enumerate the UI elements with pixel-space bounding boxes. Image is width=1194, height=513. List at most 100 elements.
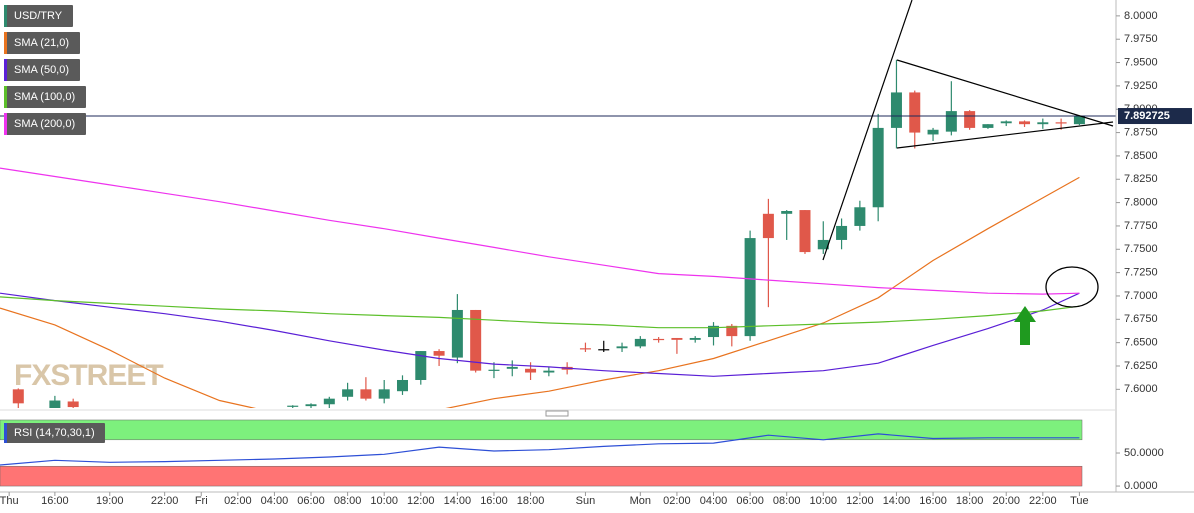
x-tick-label: 20:00 [992, 495, 1020, 507]
highlight-circle [1045, 266, 1099, 308]
candle-body [506, 366, 518, 369]
y-tick-label: 8.0000 [1124, 10, 1158, 22]
candle-body [287, 405, 299, 407]
line-series [0, 433, 1080, 466]
y-tick-label: 7.8000 [1124, 197, 1158, 209]
y-tick-label: 7.6250 [1124, 360, 1158, 372]
candle-body [762, 213, 774, 239]
band [0, 465, 1083, 487]
legend-box [4, 86, 86, 108]
legend-box [4, 59, 80, 81]
legend-swatch [4, 32, 7, 54]
candle-body [378, 389, 390, 399]
x-tick-label: Fri [195, 495, 208, 507]
candle-body [67, 401, 79, 408]
panel-title: RSI (14,70,30,1) [14, 427, 95, 439]
legend-swatch [4, 59, 7, 81]
candle-body [1055, 122, 1067, 124]
candle-body [415, 351, 427, 380]
candle-body [634, 338, 646, 347]
candle-body [1000, 121, 1012, 124]
legend-label: SMA (50,0) [14, 64, 69, 76]
y-tick-label: 7.9750 [1124, 33, 1158, 45]
trend-line [822, 0, 913, 261]
x-tick-label: 12:00 [407, 495, 435, 507]
separator-handle [545, 410, 569, 417]
x-tick-label: 06:00 [297, 495, 325, 507]
last-price-box [1118, 108, 1192, 125]
candle-body [708, 325, 720, 338]
candle-body [726, 325, 738, 337]
y-tick-label: 7.9500 [1124, 56, 1158, 68]
watermark: FXSTREET [14, 359, 163, 392]
candle-body [945, 111, 957, 132]
x-tick-label: 18:00 [956, 495, 984, 507]
y-tick-label: 7.8750 [1124, 126, 1158, 138]
x-tick-label: 19:00 [96, 495, 124, 507]
candle-body [1019, 121, 1031, 125]
candle-body [470, 309, 482, 371]
candle-body [817, 239, 829, 250]
candle-body [689, 337, 701, 340]
candle-body [525, 368, 537, 373]
candle-body [836, 225, 848, 240]
candle-body [744, 238, 756, 337]
candle-body [671, 337, 683, 340]
x-tick-label: 14:00 [444, 495, 472, 507]
candle-body [433, 351, 445, 356]
x-tick-label: 16:00 [480, 495, 508, 507]
candle-body [982, 124, 994, 128]
x-tick-label: 08:00 [334, 495, 362, 507]
candle-body [781, 211, 793, 214]
candle-body [579, 348, 591, 350]
y-tick-label: 0.0000 [1124, 480, 1158, 492]
x-tick-label: 10:00 [370, 495, 398, 507]
y-tick-label: 7.7250 [1124, 267, 1158, 279]
candle-body [653, 338, 665, 341]
candle-body [49, 400, 61, 408]
candle-body [872, 127, 884, 208]
price-plot [0, 59, 1116, 408]
x-tick-label: 08:00 [773, 495, 801, 507]
annotations [822, 0, 1114, 345]
x-tick-label: Tue [1070, 495, 1089, 507]
candle-body [890, 92, 902, 128]
x-tick-label: 04:00 [700, 495, 728, 507]
candle-body [909, 92, 921, 133]
band [0, 419, 1083, 441]
y-tick-label: 7.7500 [1124, 243, 1158, 255]
y-tick-label: 7.8500 [1124, 150, 1158, 162]
panel-title-swatch [4, 423, 7, 443]
y-tick-label: 7.7000 [1124, 290, 1158, 302]
x-tick-label: 02:00 [224, 495, 252, 507]
line-series [0, 292, 1080, 377]
candle-body [616, 346, 628, 349]
x-tick-label: 12:00 [846, 495, 874, 507]
legend-label: SMA (21,0) [14, 37, 69, 49]
x-tick-label: 10:00 [810, 495, 838, 507]
candle-body [598, 349, 610, 351]
candle-body [1037, 122, 1049, 125]
last-price-label: 7.892725 [1124, 110, 1170, 122]
candle-body [799, 210, 811, 253]
panel-title-box [4, 423, 105, 443]
legend-box [4, 5, 73, 27]
x-tick-label: Thu [0, 495, 19, 507]
candle-body [854, 207, 866, 226]
y-tick-label: 7.9250 [1124, 80, 1158, 92]
legend-label: SMA (200,0) [14, 118, 75, 130]
candle-body [543, 370, 555, 373]
candle-body [305, 404, 317, 407]
line-series [0, 296, 1080, 329]
line-series [0, 176, 1080, 408]
x-tick-label: 22:00 [1029, 495, 1057, 507]
rsi-plot [0, 419, 1083, 487]
candle-body [360, 389, 372, 399]
candle-body [342, 389, 354, 397]
legend-swatch [4, 86, 7, 108]
x-tick-label: 16:00 [41, 495, 69, 507]
x-tick-label: 04:00 [261, 495, 289, 507]
y-tick-label: 7.8250 [1124, 173, 1158, 185]
